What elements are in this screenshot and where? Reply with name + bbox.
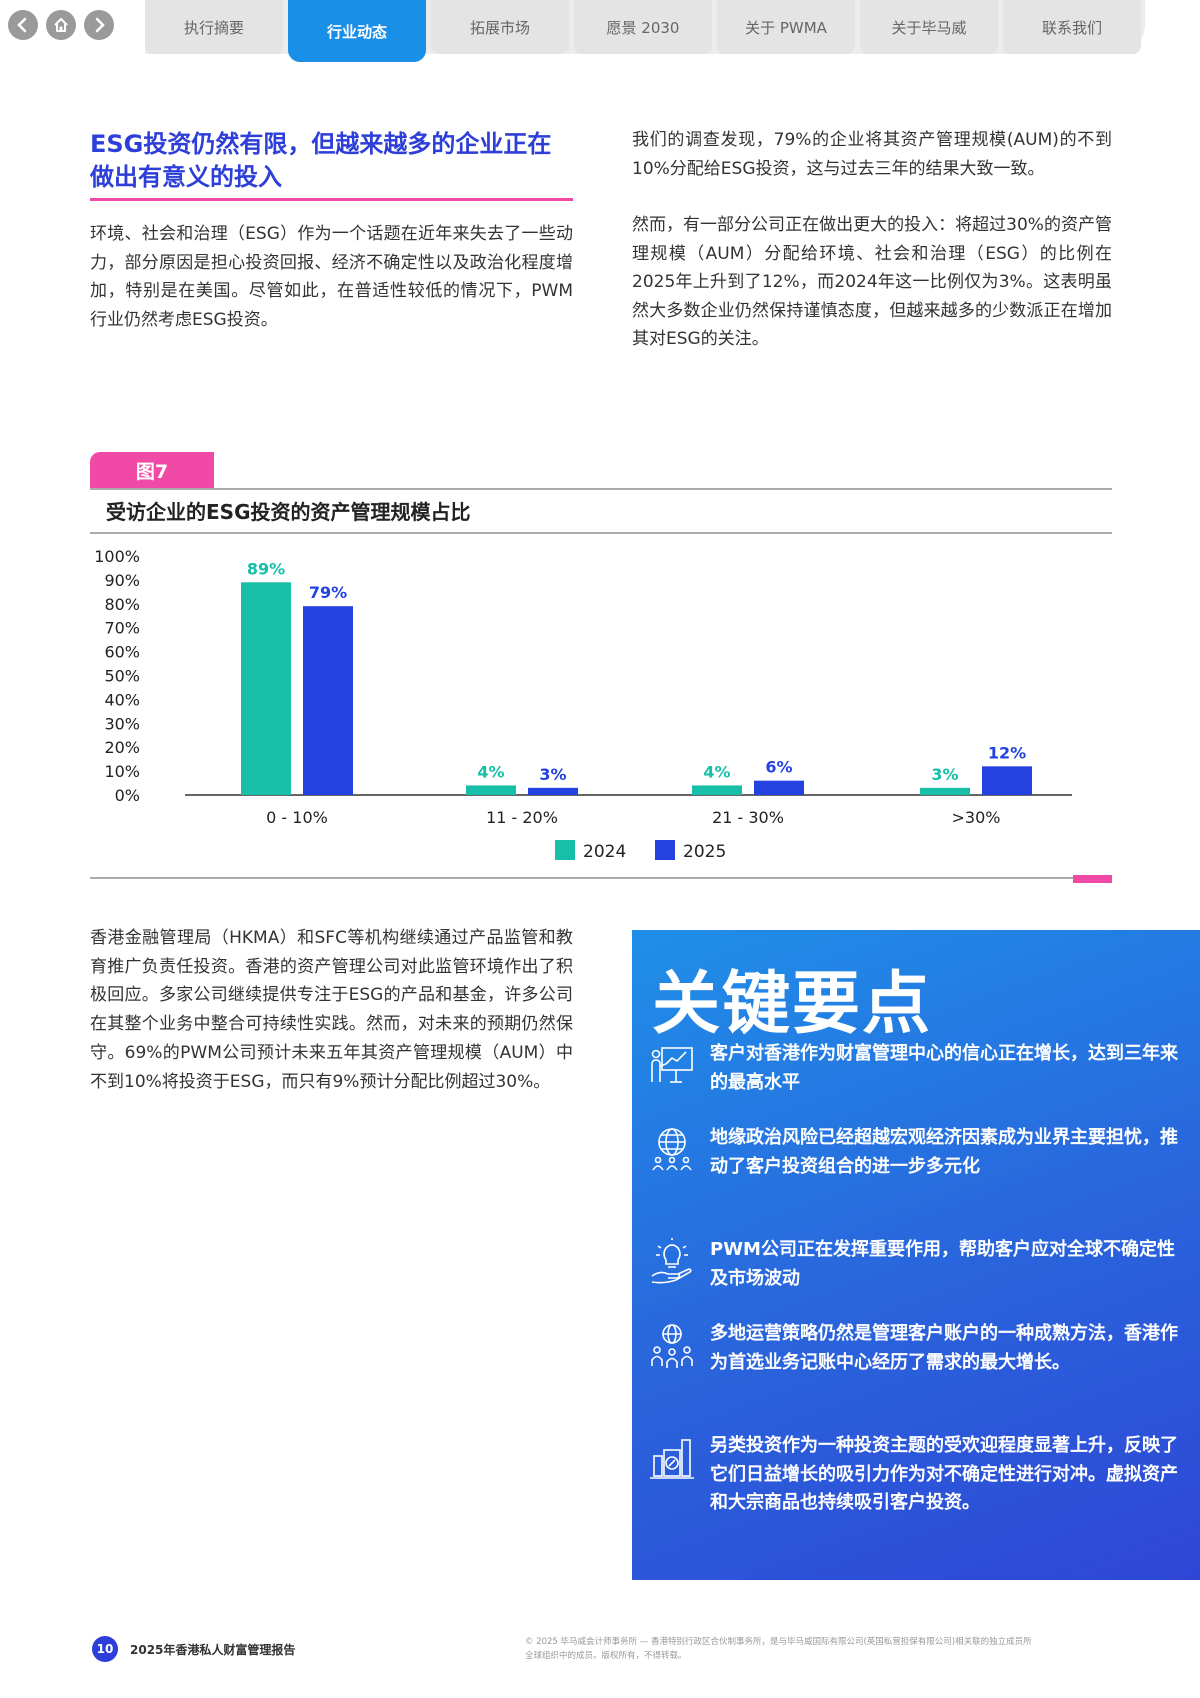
y-tick-label: 90% xyxy=(104,571,140,590)
bar-2025-1 xyxy=(528,787,578,795)
globe-people-icon xyxy=(652,1128,692,1171)
figure-title: 受访企业的ESG投资的资产管理规模占比 xyxy=(106,500,471,524)
bar-2025-2 xyxy=(754,780,804,795)
figure-divider-top xyxy=(90,488,1112,490)
tab-about-kpmg[interactable]: 关于毕马威 xyxy=(860,0,998,54)
top-tab-bar: 执行摘要 行业动态 拓展市场 愿景 2030 关于 PWMA 关于毕马威 联系我… xyxy=(145,0,1145,62)
legal-notice: © 2025 毕马威会计师事务所 — 香港特别行政区合伙制事务所，是与毕马威国际… xyxy=(525,1635,1115,1663)
tab-industry-trends[interactable]: 行业动态 xyxy=(288,0,426,62)
y-tick-label: 70% xyxy=(104,619,140,638)
x-tick-label: 0 - 10% xyxy=(266,808,328,827)
bar-2024-1 xyxy=(466,785,516,795)
home-icon[interactable] xyxy=(46,10,76,40)
key-point-item: 多地运营策略仍然是管理客户账户的一种成熟方法，香港作为首选业务记账中心经历了需求… xyxy=(648,1320,1188,1377)
legend-swatch-2025 xyxy=(655,840,675,860)
bar-2024-0 xyxy=(241,582,291,795)
data-label: 4% xyxy=(703,762,730,781)
data-label: 4% xyxy=(477,762,504,781)
bar-2025-0 xyxy=(303,606,353,795)
tab-executive-summary[interactable]: 执行摘要 xyxy=(145,0,283,54)
chevron-left-icon[interactable] xyxy=(8,10,38,40)
intro-paragraph: 环境、社会和治理（ESG）作为一个话题在近年来失去了一些动力，部分原因是担心投资… xyxy=(90,224,573,330)
legal-line-2: 全球组织中的成员。版权所有，不得转载。 xyxy=(525,1651,687,1661)
right-column: 我们的调查发现，79%的企业将其资产管理规模(AUM)的不到10%分配给ESG投… xyxy=(632,126,1112,354)
key-point-text: 多地运营策略仍然是管理客户账户的一种成熟方法，香港作为首选业务记账中心经历了需求… xyxy=(710,1323,1178,1373)
key-point-item: 客户对香港作为财富管理中心的信心正在增长，达到三年来的最高水平 xyxy=(648,1040,1188,1097)
bar-2025-3 xyxy=(982,766,1032,795)
data-label: 6% xyxy=(765,758,792,777)
x-tick-label: 21 - 30% xyxy=(712,808,784,827)
presentation-chart-icon xyxy=(651,1047,693,1083)
y-tick-label: 40% xyxy=(104,690,140,709)
nav-buttons xyxy=(8,10,114,40)
y-tick-label: 100% xyxy=(94,547,140,566)
figure-divider-mid xyxy=(90,532,1112,534)
hand-lightbulb-icon xyxy=(651,1238,692,1284)
data-label: 3% xyxy=(539,765,566,784)
data-label: 12% xyxy=(988,743,1026,762)
y-tick-label: 10% xyxy=(104,762,140,781)
page-number: 10 xyxy=(92,1636,118,1662)
key-point-text: 客户对香港作为财富管理中心的信心正在增长，达到三年来的最高水平 xyxy=(710,1043,1178,1093)
legal-line-1: © 2025 毕马威会计师事务所 — 香港特别行政区合伙制事务所，是与毕马威国际… xyxy=(525,1637,1032,1647)
figure-divider-bottom xyxy=(90,877,1112,879)
legend-label: 2024 xyxy=(583,842,626,862)
x-tick-label: 11 - 20% xyxy=(486,808,558,827)
x-tick-label: >30% xyxy=(952,808,1001,827)
allocation-paragraph: 然而，有一部分公司正在做出更大的投入：将超过30%的资产管理规模（AUM）分配给… xyxy=(632,215,1112,349)
figure-tag: 图7 xyxy=(90,452,214,488)
legend-swatch-2024 xyxy=(555,840,575,860)
y-tick-label: 0% xyxy=(115,786,140,805)
data-label: 3% xyxy=(931,765,958,784)
key-point-item: PWM公司正在发挥重要作用，帮助客户应对全球不确定性及市场波动 xyxy=(648,1236,1188,1293)
figure-accent-bar xyxy=(1073,875,1112,883)
esg-aum-bar-chart: 0% 10% 20% 30% 40% 50% 60% 70% 80% 90% 100% 89% 79% 0… xyxy=(94,547,1072,862)
report-title: 2025年香港私人财富管理报告 xyxy=(130,1643,296,1657)
key-points-panel: 关键要点 客户对香港作为财富管理中心的信心正在增长，达到三年来的最高水平 xyxy=(632,930,1200,1580)
bar-2024-3 xyxy=(920,787,970,795)
key-point-text: 地缘政治风险已经超越宏观经济因素成为业界主要担忧，推动了客户投资组合的进一步多元… xyxy=(710,1127,1178,1177)
chevron-right-icon[interactable] xyxy=(84,10,114,40)
key-points-title: 关键要点 xyxy=(652,965,933,1044)
y-tick-label: 20% xyxy=(104,738,140,757)
key-point-text: 另类投资作为一种投资主题的受欢迎程度显著上升，反映了它们日益增长的吸引力作为对不… xyxy=(710,1435,1178,1513)
data-label: 79% xyxy=(309,583,347,602)
y-tick-label: 50% xyxy=(104,667,140,686)
legend-label: 2025 xyxy=(683,842,726,862)
bar-2024-2 xyxy=(692,785,742,795)
y-tick-label: 60% xyxy=(104,643,140,662)
y-tick-label: 80% xyxy=(104,595,140,614)
key-point-item: 另类投资作为一种投资主题的受欢迎程度显著上升，反映了它们日益增长的吸引力作为对不… xyxy=(648,1432,1188,1518)
globe-team-icon xyxy=(651,1324,693,1368)
title-underline xyxy=(90,198,573,201)
tab-vision-2030[interactable]: 愿景 2030 xyxy=(574,0,712,54)
section-title: ESG投资仍然有限，但越来越多的企业正在做出有意义的投入 xyxy=(90,130,552,191)
y-tick-label: 30% xyxy=(104,714,140,733)
percent-buildings-icon xyxy=(650,1439,694,1479)
tab-expand-markets[interactable]: 拓展市场 xyxy=(431,0,569,54)
regulation-paragraph: 香港金融管理局（HKMA）和SFC等机构继续通过产品监管和教育推广负责任投资。香… xyxy=(90,928,573,1092)
tab-contact-us[interactable]: 联系我们 xyxy=(1003,0,1141,54)
survey-paragraph: 我们的调查发现，79%的企业将其资产管理规模(AUM)的不到10%分配给ESG投… xyxy=(632,130,1112,179)
key-point-item: 地缘政治风险已经超越宏观经济因素成为业界主要担忧，推动了客户投资组合的进一步多元… xyxy=(648,1124,1188,1181)
data-label: 89% xyxy=(247,559,285,578)
key-point-text: PWM公司正在发挥重要作用，帮助客户应对全球不确定性及市场波动 xyxy=(710,1239,1175,1289)
tab-about-pwma[interactable]: 关于 PWMA xyxy=(717,0,855,54)
